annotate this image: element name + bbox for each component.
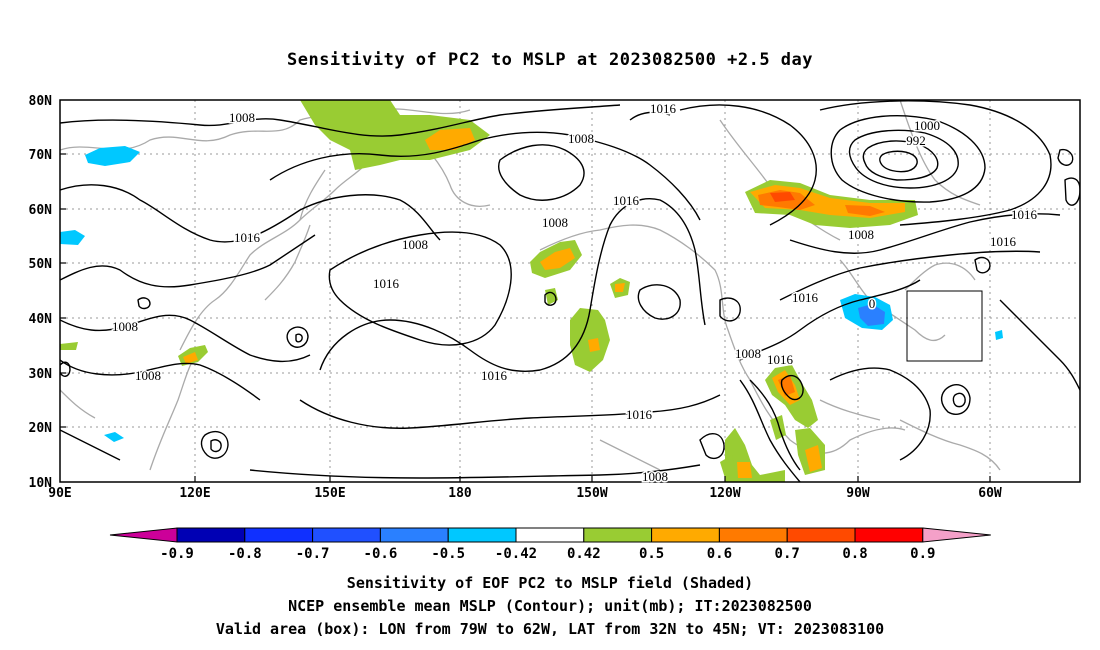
axis-ticks — [60, 153, 991, 482]
lat-label: 10N — [29, 476, 53, 491]
coastlines — [60, 100, 1001, 471]
colorbar-segment — [854, 527, 924, 543]
colorbar-segment — [786, 527, 856, 543]
lat-label: 40N — [29, 312, 53, 327]
colorbar-label: -0.8 — [228, 546, 262, 562]
contour-label: 1008 — [642, 469, 668, 484]
colorbar-segment — [718, 527, 788, 543]
lon-label: 150E — [314, 486, 345, 501]
colorbar-label: 0.6 — [707, 546, 732, 562]
colorbar: -0.9 -0.8 -0.7 -0.6 -0.5 -0.42 0.42 0.5 0.6 0.7 0.… — [109, 527, 991, 562]
lat-label: 50N — [29, 257, 53, 272]
colorbar-low-triangle — [109, 527, 178, 543]
colorbar-label: -0.6 — [364, 546, 398, 562]
contour-label: 1016 — [1011, 207, 1038, 222]
contour-label: 1008 — [229, 110, 255, 125]
colorbar-segment — [176, 527, 246, 543]
colorbar-segment — [244, 527, 314, 543]
lon-label: 120E — [179, 486, 210, 501]
contour-label: 1016 — [767, 352, 794, 367]
contour-label: 1008 — [848, 227, 874, 242]
contour-label: 1016 — [613, 193, 640, 208]
colorbar-label: 0.5 — [639, 546, 664, 562]
contour-label: 992 — [906, 133, 926, 148]
colorbar-label: -0.42 — [495, 546, 537, 562]
contour-label: 1016 — [373, 276, 400, 291]
colorbar-segment — [379, 527, 449, 543]
contour-label: 1008 — [735, 346, 761, 361]
gridlines — [60, 100, 1080, 482]
colorbar-label: 0.7 — [775, 546, 800, 562]
colorbar-segment — [312, 527, 381, 543]
lat-label: 80N — [29, 94, 53, 109]
caption-shading: Sensitivity of EOF PC2 to MSLP field (Sh… — [346, 574, 754, 592]
lat-label: 60N — [29, 203, 53, 218]
colorbar-high-triangle — [922, 527, 991, 543]
colorbar-segment — [583, 527, 653, 543]
lat-label: 20N — [29, 421, 53, 436]
colorbar-label: 0.8 — [842, 546, 867, 562]
colorbar-label: -0.7 — [296, 546, 330, 562]
map-title: Sensitivity of PC2 to MSLP at 2023082500… — [286, 50, 813, 70]
colorbar-label: 0.42 — [567, 546, 601, 562]
contour-label: 1016 — [990, 234, 1017, 249]
lat-label: 30N — [29, 367, 53, 382]
lon-label: 90W — [846, 486, 870, 501]
contour-label: 1008 — [135, 368, 161, 383]
contour-label: 1016 — [481, 368, 508, 383]
colorbar-segment — [447, 527, 517, 543]
lon-label: 90E — [48, 486, 71, 501]
plot-frame — [59, 99, 1081, 483]
lon-label: 150W — [576, 486, 607, 501]
colorbar-label: -0.5 — [431, 546, 465, 562]
contour-label: 1008 — [568, 131, 594, 146]
colorbar-segment — [651, 527, 720, 543]
contour-label: 1016 — [234, 230, 261, 245]
lon-label: 120W — [709, 486, 740, 501]
contour-label: 1008 — [402, 237, 428, 252]
contour-label: 1016 — [650, 101, 677, 116]
lat-label: 70N — [29, 148, 53, 163]
contour-label: 1016 — [626, 407, 653, 422]
lon-label: 60W — [978, 486, 1002, 501]
shading — [60, 100, 1003, 482]
contour-label: 1008 — [542, 215, 568, 230]
contour-label: 1008 — [112, 319, 138, 334]
valid-area-box — [906, 290, 983, 362]
mslp-contours — [60, 100, 1080, 482]
colorbar-segment — [515, 527, 585, 543]
colorbar-label: 0.9 — [910, 546, 935, 562]
caption-contour: NCEP ensemble mean MSLP (Contour); unit(… — [288, 597, 812, 615]
colorbar-label: -0.9 — [160, 546, 194, 562]
contour-label: 0 — [869, 296, 876, 311]
contour-label: 1000 — [914, 118, 940, 133]
contour-label: 1016 — [792, 290, 819, 305]
lon-label: 180 — [448, 486, 472, 501]
caption-valid-area: Valid area (box): LON from 79W to 62W, L… — [215, 620, 885, 638]
